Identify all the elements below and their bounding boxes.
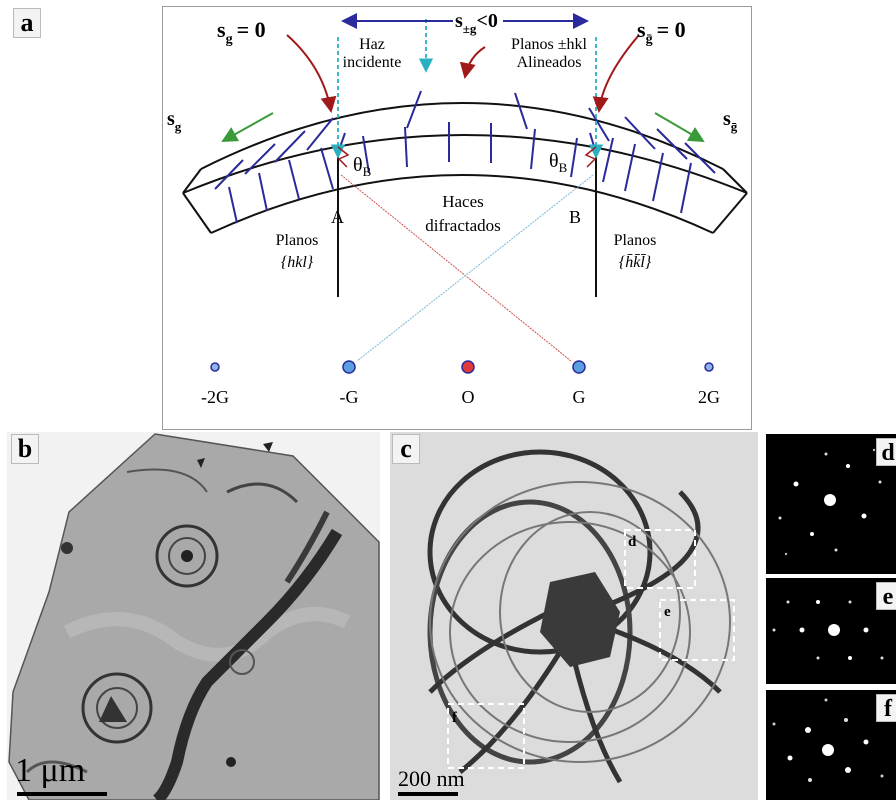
region-box-d <box>624 529 696 589</box>
panel-label-f: f <box>876 694 896 722</box>
sg-zero-right-label: sḡ = 0 <box>637 17 686 47</box>
diffraction-pattern-e: e <box>766 578 896 684</box>
spot-origin <box>461 360 475 374</box>
dark-bend-contour <box>152 528 343 800</box>
panel-label-e: e <box>876 582 896 610</box>
red-arrow-planes <box>459 46 486 79</box>
bend-contour-diagram: sg = 0 sḡ = 0 s±g<0 Haz incidente Planos … <box>167 10 748 407</box>
planos-alineados-label: Planos ±hkl <box>511 36 587 53</box>
spot-label-g: G <box>573 387 586 407</box>
diffraction-pattern-d: d <box>766 434 896 574</box>
red-arrow-sg-left <box>286 34 337 113</box>
spot-label-origin: O <box>462 387 475 407</box>
spot-g <box>572 360 586 374</box>
point-b-label: B <box>569 207 581 227</box>
diffraction-spots: -2G -G O G 2G <box>201 360 720 407</box>
sg-arrow-right-label: sḡ <box>723 108 738 134</box>
point-a-label: A <box>331 207 344 227</box>
crystal-bottom-arc <box>210 174 714 234</box>
crystal-left-edge-top <box>182 168 202 194</box>
central-particle <box>540 572 620 667</box>
spot-label-minus-2g: -2G <box>201 387 229 407</box>
box-label-d: d <box>628 534 637 550</box>
panel-label-c: c <box>392 434 420 464</box>
theta-b-left-bracket <box>337 146 350 168</box>
spot-minus-g <box>342 360 356 374</box>
box-label-e: e <box>664 604 671 620</box>
crystal-top-arc <box>200 102 724 170</box>
panel-label-a: a <box>13 8 41 38</box>
crystal-right-edge <box>712 192 748 234</box>
contour-ring-1 <box>155 524 219 588</box>
planos-hkl-bar-label: Planos <box>614 232 657 249</box>
panel-label-b: b <box>11 434 39 464</box>
sg-zero-left-label: sg = 0 <box>217 17 266 47</box>
crystal-flake <box>8 433 380 800</box>
diagram-panel-a: sg = 0 sḡ = 0 s±g<0 Haz incidente Planos … <box>162 6 752 430</box>
spot-minus-2g <box>210 362 220 372</box>
box-label-f: f <box>452 710 458 726</box>
difractados-label: difractados <box>425 216 501 235</box>
tem-image-b: b 1 μm <box>7 432 380 800</box>
region-box-e <box>659 599 735 661</box>
red-arrow-sg-right <box>592 34 640 113</box>
panel-label-d: d <box>876 438 896 466</box>
spot-2g <box>704 362 714 372</box>
bent-crystal <box>182 102 748 234</box>
theta-b-left-label: θB <box>353 154 372 179</box>
green-arrow-left <box>221 112 274 142</box>
haz-incidente-label: Haz <box>359 36 385 53</box>
diffracted-beam-to-g <box>340 174 572 362</box>
green-arrow-right <box>654 112 705 143</box>
spot-label-minus-g: -G <box>340 387 359 407</box>
diffracted-beam-to-minus-g <box>356 174 594 362</box>
haz-incidente-label-2: incidente <box>343 54 402 71</box>
planos-alineados-label-2: Alineados <box>517 54 582 71</box>
planos-hkl-bar-label-2: {h̄k̄l̄} <box>619 254 652 271</box>
contour-ring-2 <box>81 672 153 744</box>
crystal-mid-arc <box>182 134 748 194</box>
planos-hkl-label: Planos <box>276 232 319 249</box>
crystal-left-edge <box>182 192 212 234</box>
scale-label-c: 200 nm <box>398 766 465 791</box>
s-pm-g-label: s±g<0 <box>455 10 498 36</box>
tem-image-c: d e f c 200 nm <box>390 432 758 800</box>
planos-hkl-label-2: {hkl} <box>281 254 314 271</box>
theta-b-right-bracket <box>584 146 597 168</box>
crystal-right-edge-top <box>722 168 748 194</box>
spot-label-2g: 2G <box>698 387 720 407</box>
diffraction-pattern-f: f <box>766 690 896 800</box>
lattice-planes <box>214 90 716 224</box>
haces-label: Haces <box>442 192 484 211</box>
scale-label-b: 1 μm <box>15 752 86 789</box>
sg-arrow-left-label: sg <box>167 108 182 134</box>
theta-b-right-label: θB <box>549 150 568 175</box>
